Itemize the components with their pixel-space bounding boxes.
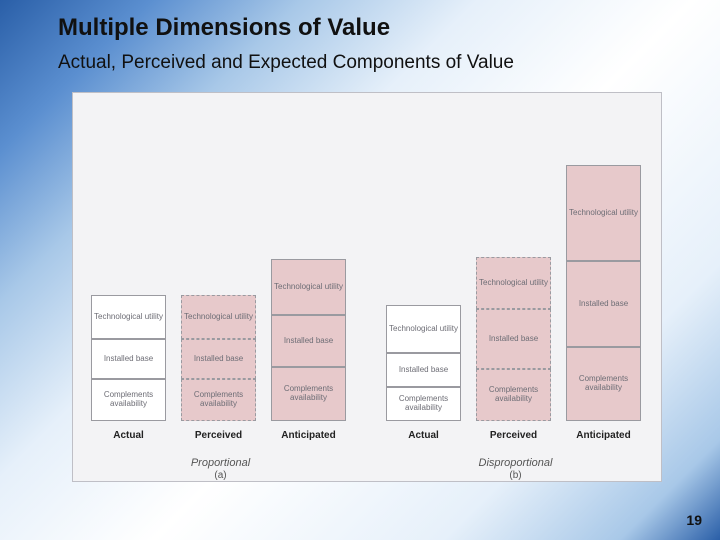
column-label: Perceived	[181, 430, 256, 441]
stack-box: Complements availability	[566, 347, 641, 421]
stack-box: Complements availability	[91, 379, 166, 421]
stack-column-perceived: Complements availabilityInstalled baseTe…	[476, 257, 551, 421]
stack-box: Technological utility	[91, 295, 166, 339]
panel-a: Complements availabilityInstalled baseTe…	[73, 93, 368, 481]
column-label: Perceived	[476, 430, 551, 441]
stack-box: Technological utility	[181, 295, 256, 339]
stack-box: Complements availability	[271, 367, 346, 421]
value-diagram: Complements availabilityInstalled baseTe…	[72, 92, 662, 482]
stack-column-actual: Complements availabilityInstalled baseTe…	[386, 305, 461, 421]
panel-caption: Disproportional	[368, 457, 663, 469]
stack-box: Technological utility	[476, 257, 551, 309]
column-label: Actual	[91, 430, 166, 441]
stack-box: Installed base	[386, 353, 461, 387]
stack-box: Technological utility	[566, 165, 641, 261]
slide-subtitle: Actual, Perceived and Expected Component…	[58, 52, 514, 74]
panel-letter: (b)	[368, 470, 663, 481]
panel-caption: Proportional	[73, 457, 368, 469]
column-label: Anticipated	[271, 430, 346, 441]
slide: Multiple Dimensions of Value Actual, Per…	[0, 0, 720, 540]
stack-box: Complements availability	[476, 369, 551, 421]
stack-box: Technological utility	[386, 305, 461, 353]
stack-column-perceived: Complements availabilityInstalled baseTe…	[181, 295, 256, 421]
stack-box: Installed base	[271, 315, 346, 367]
stack-box: Installed base	[476, 309, 551, 369]
page-number: 19	[686, 512, 702, 528]
stack-box: Installed base	[566, 261, 641, 347]
slide-title: Multiple Dimensions of Value	[58, 14, 390, 42]
stack-box: Installed base	[181, 339, 256, 379]
stack-box: Technological utility	[271, 259, 346, 315]
stack-box: Complements availability	[386, 387, 461, 421]
stack-column-anticipated: Complements availabilityInstalled baseTe…	[271, 259, 346, 421]
stack-column-anticipated: Complements availabilityInstalled baseTe…	[566, 165, 641, 421]
stack-box: Complements availability	[181, 379, 256, 421]
panel-b: Complements availabilityInstalled baseTe…	[368, 93, 663, 481]
stack-column-actual: Complements availabilityInstalled baseTe…	[91, 295, 166, 421]
column-label: Actual	[386, 430, 461, 441]
panel-letter: (a)	[73, 470, 368, 481]
stack-box: Installed base	[91, 339, 166, 379]
column-label: Anticipated	[566, 430, 641, 441]
